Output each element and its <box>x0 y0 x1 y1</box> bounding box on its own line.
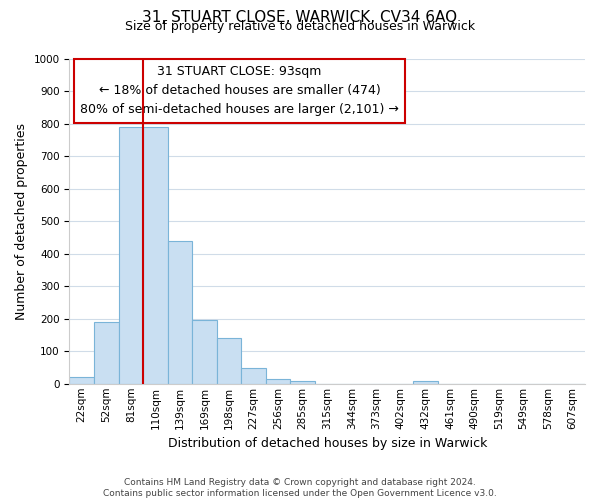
Bar <box>266 379 290 384</box>
Text: Size of property relative to detached houses in Warwick: Size of property relative to detached ho… <box>125 20 475 33</box>
Text: 31 STUART CLOSE: 93sqm
← 18% of detached houses are smaller (474)
80% of semi-de: 31 STUART CLOSE: 93sqm ← 18% of detached… <box>80 66 399 116</box>
Bar <box>70 378 94 384</box>
Bar <box>217 338 241 384</box>
Bar <box>143 127 167 384</box>
Y-axis label: Number of detached properties: Number of detached properties <box>15 123 28 320</box>
Text: 31, STUART CLOSE, WARWICK, CV34 6AQ: 31, STUART CLOSE, WARWICK, CV34 6AQ <box>142 10 458 25</box>
Text: Contains HM Land Registry data © Crown copyright and database right 2024.
Contai: Contains HM Land Registry data © Crown c… <box>103 478 497 498</box>
Bar <box>167 241 192 384</box>
Bar <box>290 380 315 384</box>
Bar <box>241 368 266 384</box>
Bar <box>119 127 143 384</box>
X-axis label: Distribution of detached houses by size in Warwick: Distribution of detached houses by size … <box>167 437 487 450</box>
Bar <box>413 380 437 384</box>
Bar <box>192 320 217 384</box>
Bar <box>94 322 119 384</box>
